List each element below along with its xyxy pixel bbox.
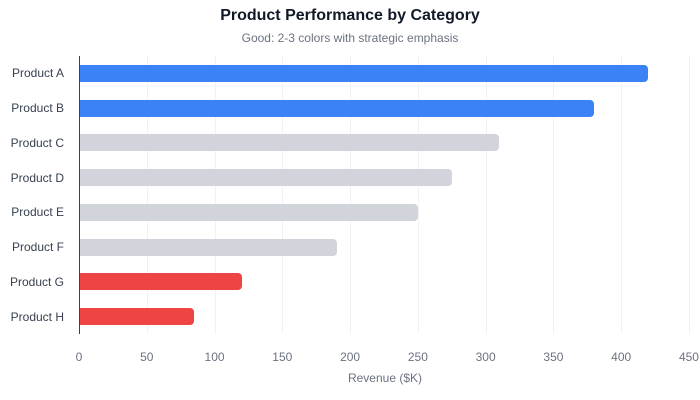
y-tick-label: Product C xyxy=(10,135,64,150)
y-tick-label: Product H xyxy=(10,309,64,324)
gridline xyxy=(350,56,352,334)
x-tick-label: 250 xyxy=(407,350,428,364)
bar-product-f[interactable] xyxy=(79,238,337,256)
y-axis-line xyxy=(79,56,80,334)
bar-product-a[interactable] xyxy=(79,64,649,82)
gridline xyxy=(485,56,487,334)
x-tick-label: 400 xyxy=(611,350,632,364)
y-tick-label: Product D xyxy=(10,170,64,185)
bar-product-e[interactable] xyxy=(79,203,418,221)
bar-product-g[interactable] xyxy=(79,273,242,291)
gridline xyxy=(417,56,419,334)
bar-product-d[interactable] xyxy=(79,169,452,187)
y-tick-label: Product B xyxy=(11,101,64,116)
chart-title: Product Performance by Category xyxy=(220,7,480,24)
bar-product-c[interactable] xyxy=(79,134,500,152)
x-tick-label: 450 xyxy=(678,350,699,364)
gridline xyxy=(553,56,555,334)
y-tick-label: Product A xyxy=(11,66,64,81)
x-tick-label: 300 xyxy=(475,350,496,364)
x-tick-label: 350 xyxy=(543,350,564,364)
bar-product-h[interactable] xyxy=(79,308,195,326)
gridline xyxy=(146,56,148,334)
chart-subtitle: Good: 2-3 colors with strategic emphasis xyxy=(241,31,459,45)
x-tick-label: 100 xyxy=(204,350,225,364)
x-tick-label: 50 xyxy=(140,350,154,364)
x-axis-title: Revenue ($K) xyxy=(347,371,423,385)
y-tick-label: Product F xyxy=(11,240,64,255)
plot-area xyxy=(79,56,691,334)
gridline xyxy=(688,56,690,334)
x-tick-label: 200 xyxy=(340,350,361,364)
gridline xyxy=(621,56,623,334)
gridline xyxy=(214,56,216,334)
y-tick-label: Product G xyxy=(9,274,64,289)
x-tick-label: 150 xyxy=(272,350,293,364)
x-tick-label: 0 xyxy=(75,350,83,364)
bar-product-b[interactable] xyxy=(79,99,595,117)
gridline xyxy=(282,56,284,334)
y-tick-label: Product E xyxy=(11,205,64,220)
